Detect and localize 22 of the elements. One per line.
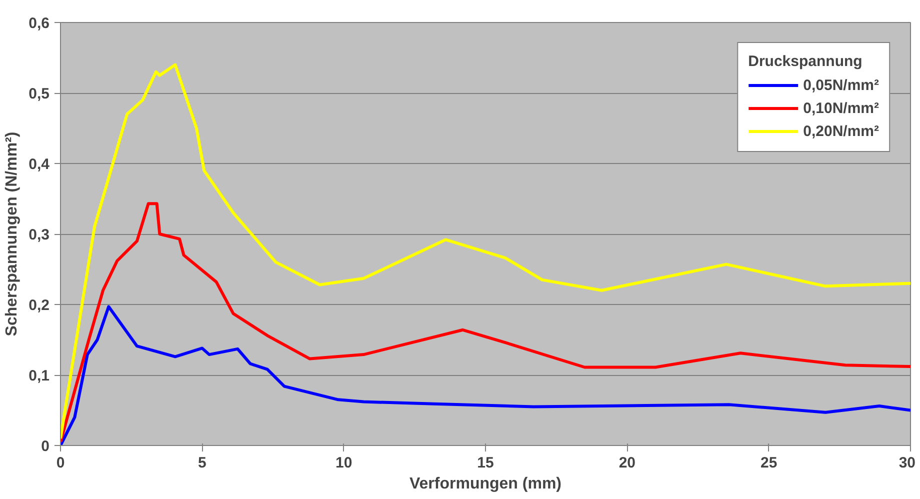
x-tick-label: 20 xyxy=(618,454,636,472)
x-axis-title: Verformungen (mm) xyxy=(409,476,562,492)
x-tick-label: 30 xyxy=(898,454,916,472)
y-tick-label: 0,5 xyxy=(28,86,50,102)
x-tick-label: 0 xyxy=(56,454,65,472)
y-tick-label: 0,6 xyxy=(28,15,50,32)
x-tick-label: 15 xyxy=(477,454,494,472)
legend-title: Druckspannung xyxy=(748,53,864,70)
x-tick-label: 10 xyxy=(335,454,352,472)
legend-label: 0,10N/mm² xyxy=(803,100,879,116)
y-tick-label: 0,1 xyxy=(28,368,50,384)
y-tick-label: 0 xyxy=(41,438,50,455)
y-tick-label: 0,2 xyxy=(28,297,50,314)
y-tick-label: 0,3 xyxy=(28,226,50,244)
x-tick-label: 5 xyxy=(198,454,206,472)
x-tick-label: 25 xyxy=(760,454,778,472)
y-axis-title: Scherspannungen (N/mm²) xyxy=(4,132,21,336)
legend-label: 0,20N/mm² xyxy=(803,122,879,140)
y-tick-label: 0,4 xyxy=(28,156,50,173)
line-series xyxy=(60,202,910,444)
line-series xyxy=(60,305,910,446)
legend-label: 0,05N/mm² xyxy=(803,76,879,94)
